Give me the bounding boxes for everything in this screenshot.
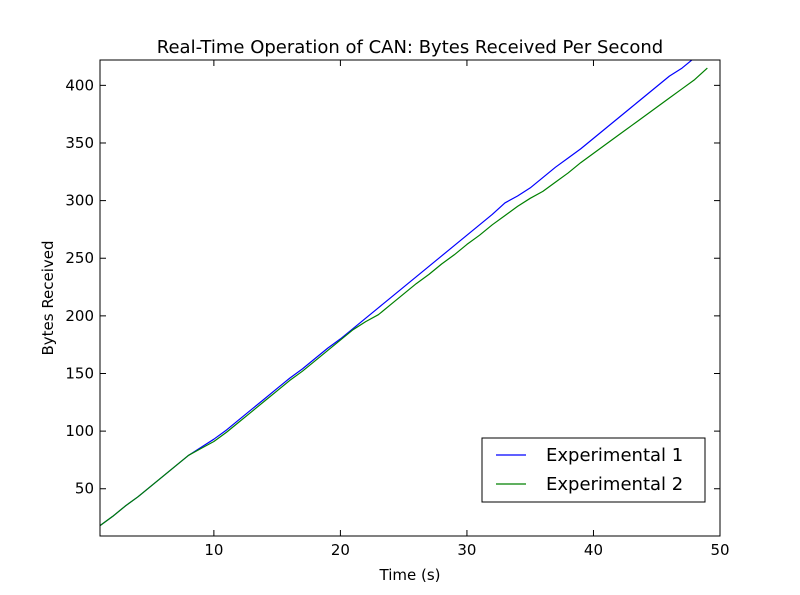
y-axis-label: Bytes Received [39, 240, 57, 355]
legend-label-1: Experimental 1 [546, 445, 683, 466]
series-line-1 [100, 60, 693, 527]
y-tick-label: 250 [65, 249, 94, 267]
x-axis-ticks: 10 20 30 40 50 [204, 60, 730, 559]
legend-label-2: Experimental 2 [546, 474, 683, 495]
chart-title: Real-Time Operation of CAN: Bytes Receiv… [157, 37, 663, 58]
y-tick-label: 400 [65, 76, 94, 94]
y-tick-label: 350 [65, 134, 94, 152]
legend: Experimental 1 Experimental 2 [481, 437, 706, 503]
y-tick-label: 50 [75, 480, 94, 498]
x-tick-label: 20 [331, 541, 350, 559]
x-tick-label: 30 [457, 541, 476, 559]
series-layer [100, 60, 708, 527]
legend-box [481, 437, 706, 503]
y-tick-label: 150 [65, 364, 94, 382]
x-axis-label: Time (s) [379, 566, 441, 584]
axes-frame [99, 59, 721, 537]
series-line-2 [100, 67, 708, 527]
x-tick-label: 10 [204, 541, 223, 559]
legend-items: Experimental 1 Experimental 2 [496, 445, 683, 495]
x-tick-label: 50 [710, 541, 729, 559]
y-axis-ticks: 50 100 150 200 250 300 350 400 [65, 76, 720, 498]
y-tick-label: 300 [65, 192, 94, 210]
y-tick-label: 100 [65, 422, 94, 440]
y-tick-label: 200 [65, 307, 94, 325]
x-tick-label: 40 [584, 541, 603, 559]
